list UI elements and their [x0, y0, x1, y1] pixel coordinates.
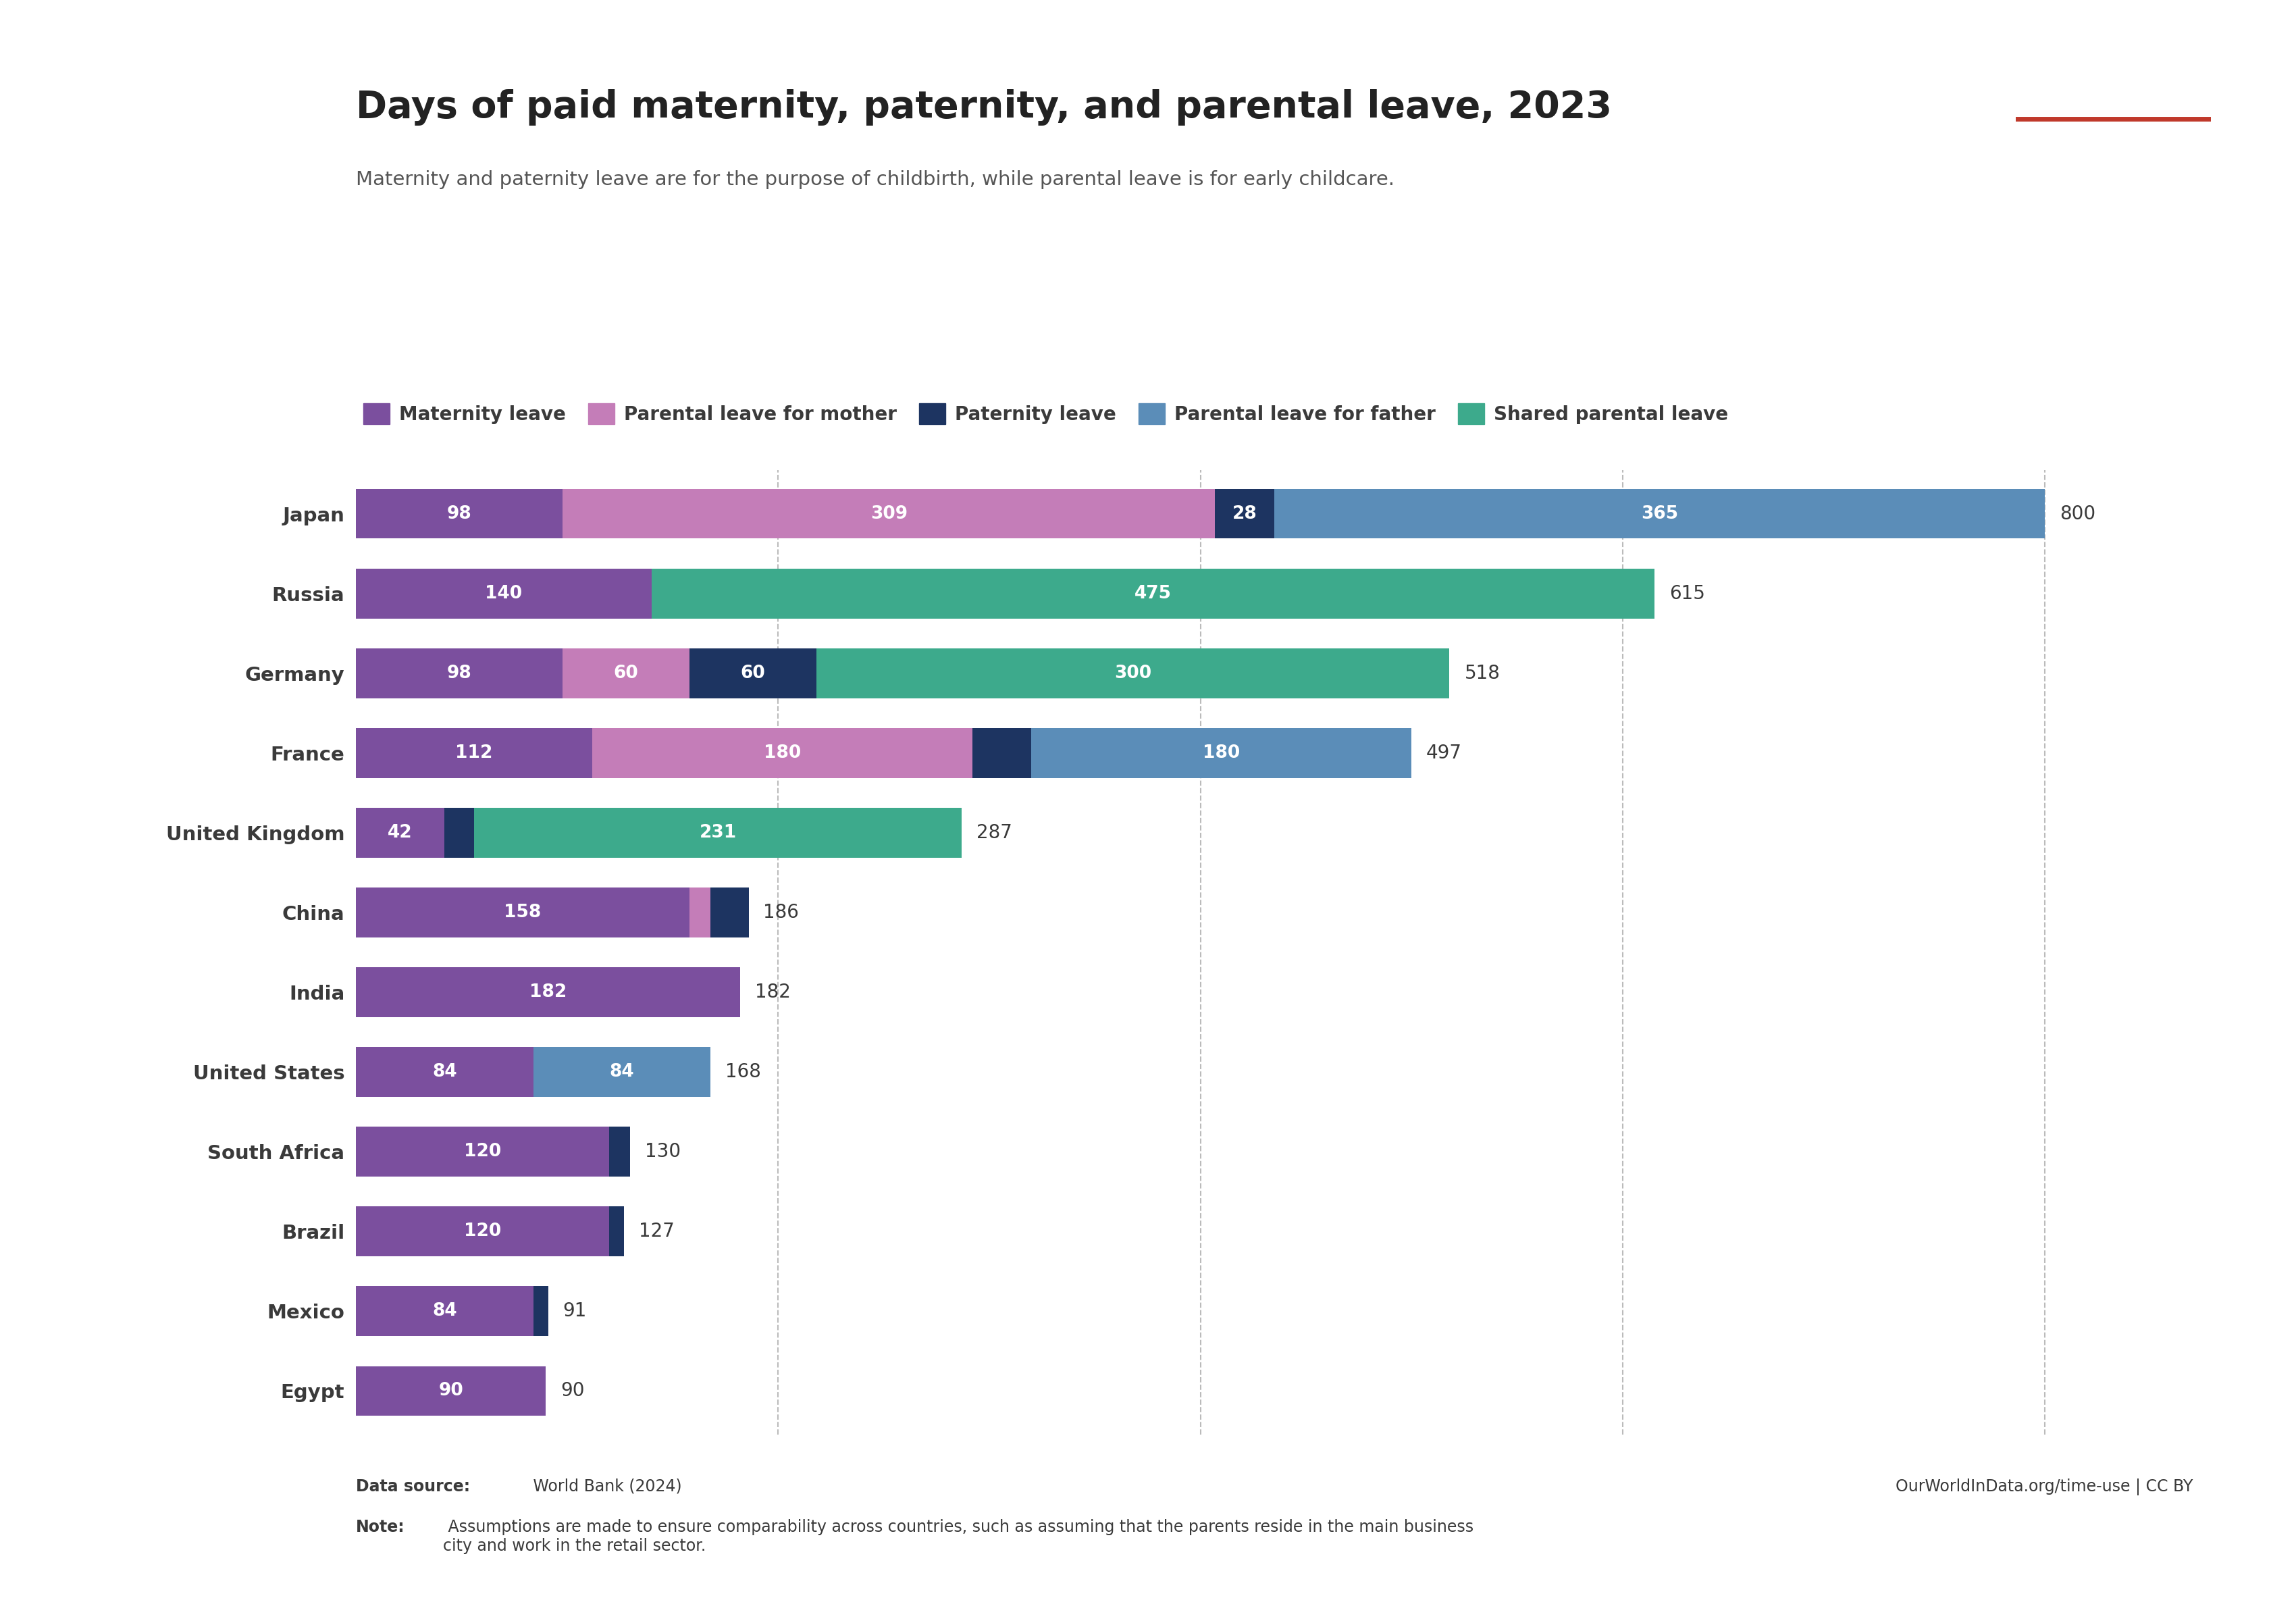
Bar: [356, 807, 445, 858]
Text: 84: 84: [432, 1302, 457, 1319]
Bar: [652, 569, 1655, 618]
Text: 90: 90: [560, 1381, 585, 1401]
Bar: [356, 490, 563, 538]
Bar: [356, 728, 592, 778]
Text: World Bank (2024): World Bank (2024): [528, 1478, 682, 1495]
Text: 140: 140: [484, 585, 521, 603]
Bar: [356, 1206, 608, 1256]
Text: 287: 287: [976, 823, 1013, 843]
Text: 180: 180: [1203, 744, 1240, 762]
Text: 168: 168: [726, 1062, 760, 1081]
Text: 130: 130: [645, 1143, 682, 1161]
Text: 615: 615: [1669, 584, 1706, 603]
Bar: [356, 1367, 546, 1415]
Text: 127: 127: [638, 1222, 675, 1240]
Text: 42: 42: [388, 823, 413, 841]
Text: 300: 300: [1114, 665, 1150, 682]
Text: in Data: in Data: [2080, 138, 2147, 154]
Text: 186: 186: [762, 903, 799, 922]
Bar: [356, 1127, 608, 1177]
Text: 309: 309: [870, 506, 907, 522]
Text: 98: 98: [448, 665, 471, 682]
Text: Days of paid maternity, paternity, and parental leave, 2023: Days of paid maternity, paternity, and p…: [356, 89, 1612, 125]
Text: 60: 60: [739, 665, 765, 682]
Bar: [974, 728, 1031, 778]
Text: 60: 60: [613, 665, 638, 682]
Text: 182: 182: [530, 984, 567, 1002]
Bar: [1031, 728, 1412, 778]
Bar: [533, 1287, 549, 1336]
Bar: [608, 1127, 631, 1177]
Text: 180: 180: [765, 744, 801, 762]
Text: 28: 28: [1233, 506, 1258, 522]
Bar: [563, 490, 1215, 538]
Text: Note:: Note:: [356, 1519, 404, 1535]
Bar: [1215, 490, 1274, 538]
Bar: [356, 1287, 533, 1336]
Bar: [689, 648, 815, 699]
Bar: [356, 968, 739, 1016]
Text: 365: 365: [1642, 506, 1678, 522]
Text: 98: 98: [448, 506, 471, 522]
Bar: [356, 569, 652, 618]
Bar: [563, 648, 689, 699]
Text: 800: 800: [2060, 504, 2096, 524]
Legend: Maternity leave, Parental leave for mother, Paternity leave, Parental leave for : Maternity leave, Parental leave for moth…: [356, 396, 1736, 431]
Text: Our World: Our World: [2069, 71, 2158, 88]
Bar: [689, 888, 709, 937]
Text: 90: 90: [439, 1383, 464, 1399]
Text: 84: 84: [432, 1063, 457, 1081]
Bar: [445, 807, 473, 858]
Bar: [356, 888, 689, 937]
Text: 120: 120: [464, 1222, 501, 1240]
Bar: [356, 648, 563, 699]
Bar: [473, 807, 962, 858]
Bar: [1274, 490, 2046, 538]
Bar: [533, 1047, 709, 1097]
Bar: [592, 728, 974, 778]
Bar: [356, 1047, 533, 1097]
Text: Assumptions are made to ensure comparability across countries, such as assuming : Assumptions are made to ensure comparabi…: [443, 1519, 1474, 1555]
Text: 518: 518: [1465, 665, 1499, 682]
Text: 91: 91: [563, 1302, 588, 1321]
Text: 112: 112: [455, 744, 494, 762]
Bar: [709, 888, 748, 937]
Text: 497: 497: [1426, 744, 1463, 762]
Text: 231: 231: [700, 823, 737, 841]
Text: Data source:: Data source:: [356, 1478, 471, 1495]
Text: 475: 475: [1134, 585, 1171, 603]
Bar: [608, 1206, 625, 1256]
Text: 120: 120: [464, 1143, 501, 1161]
Text: 158: 158: [505, 903, 542, 921]
Text: Maternity and paternity leave are for the purpose of childbirth, while parental : Maternity and paternity leave are for th…: [356, 170, 1394, 190]
Text: 182: 182: [755, 982, 790, 1002]
Text: 84: 84: [608, 1063, 634, 1081]
Bar: [815, 648, 1449, 699]
Text: OurWorldInData.org/time-use | CC BY: OurWorldInData.org/time-use | CC BY: [1894, 1478, 2193, 1495]
